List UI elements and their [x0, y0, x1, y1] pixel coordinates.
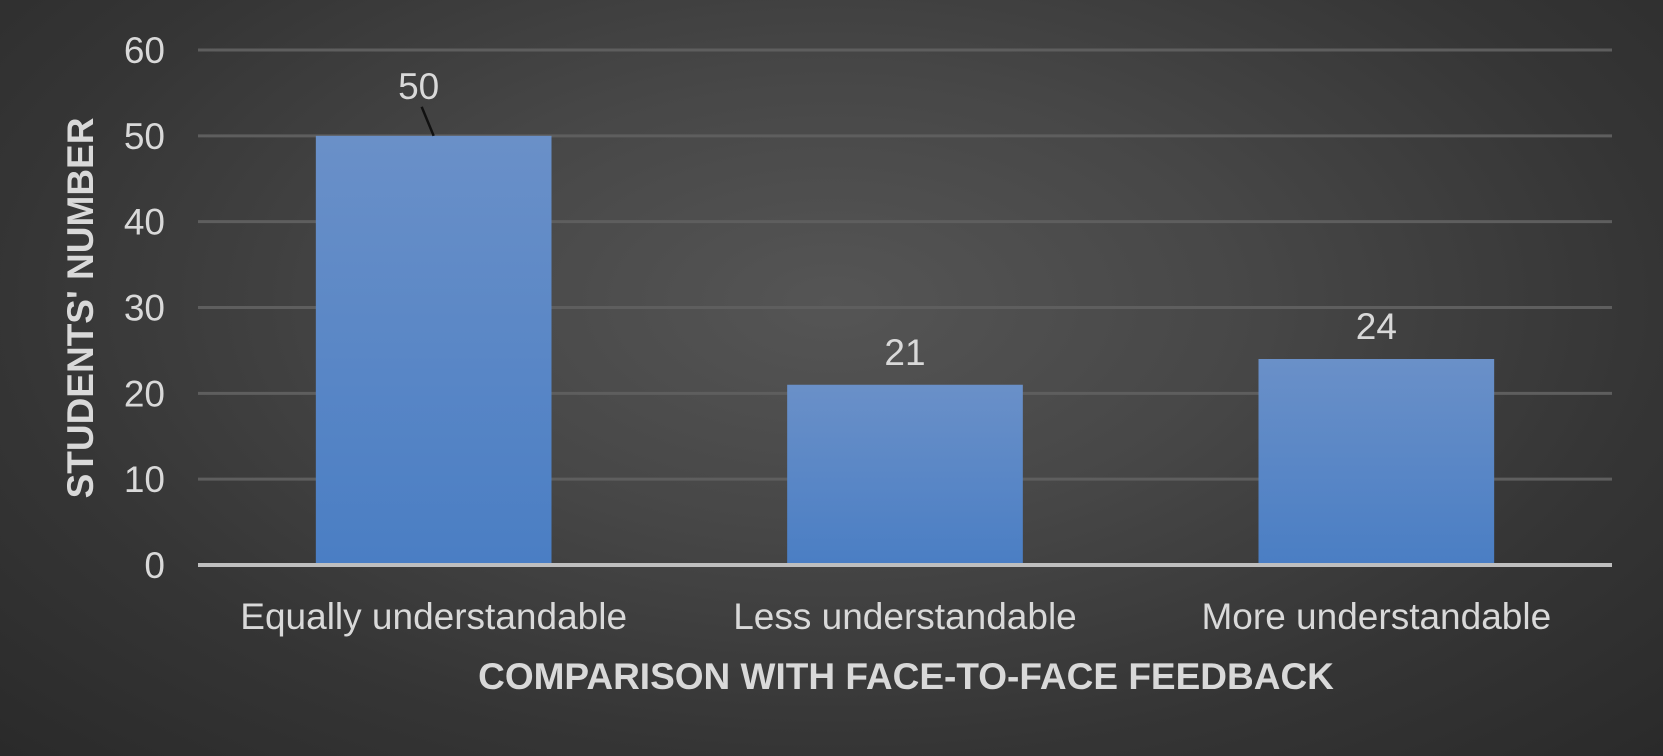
y-tick-label: 60 [124, 30, 165, 71]
y-axis-ticks: 0 10 20 30 40 50 60 [124, 30, 165, 586]
y-tick-label: 40 [124, 202, 165, 243]
y-axis-title: STUDENTS' NUMBER [60, 118, 101, 499]
y-tick-label: 0 [144, 545, 165, 586]
bar [315, 135, 552, 566]
bar [1258, 359, 1495, 565]
data-label: 50 [398, 66, 439, 107]
bar [787, 384, 1023, 565]
x-axis-title: COMPARISON WITH FACE-TO-FACE FEEDBACK [478, 656, 1334, 697]
x-category-label: More understandable [1201, 596, 1551, 637]
data-label: 21 [884, 332, 925, 373]
bars [315, 135, 1495, 566]
data-labels: 50 21 24 [398, 66, 1397, 373]
x-category-label: Less understandable [733, 596, 1077, 637]
y-tick-label: 20 [124, 373, 165, 414]
data-label-leader-line [420, 106, 435, 137]
x-axis-categories: Equally understandable Less understandabl… [240, 596, 1551, 637]
y-tick-label: 10 [124, 459, 165, 500]
y-tick-label: 50 [124, 116, 165, 157]
x-category-label: Equally understandable [240, 596, 627, 637]
y-tick-label: 30 [124, 288, 165, 329]
data-label: 24 [1356, 306, 1397, 347]
